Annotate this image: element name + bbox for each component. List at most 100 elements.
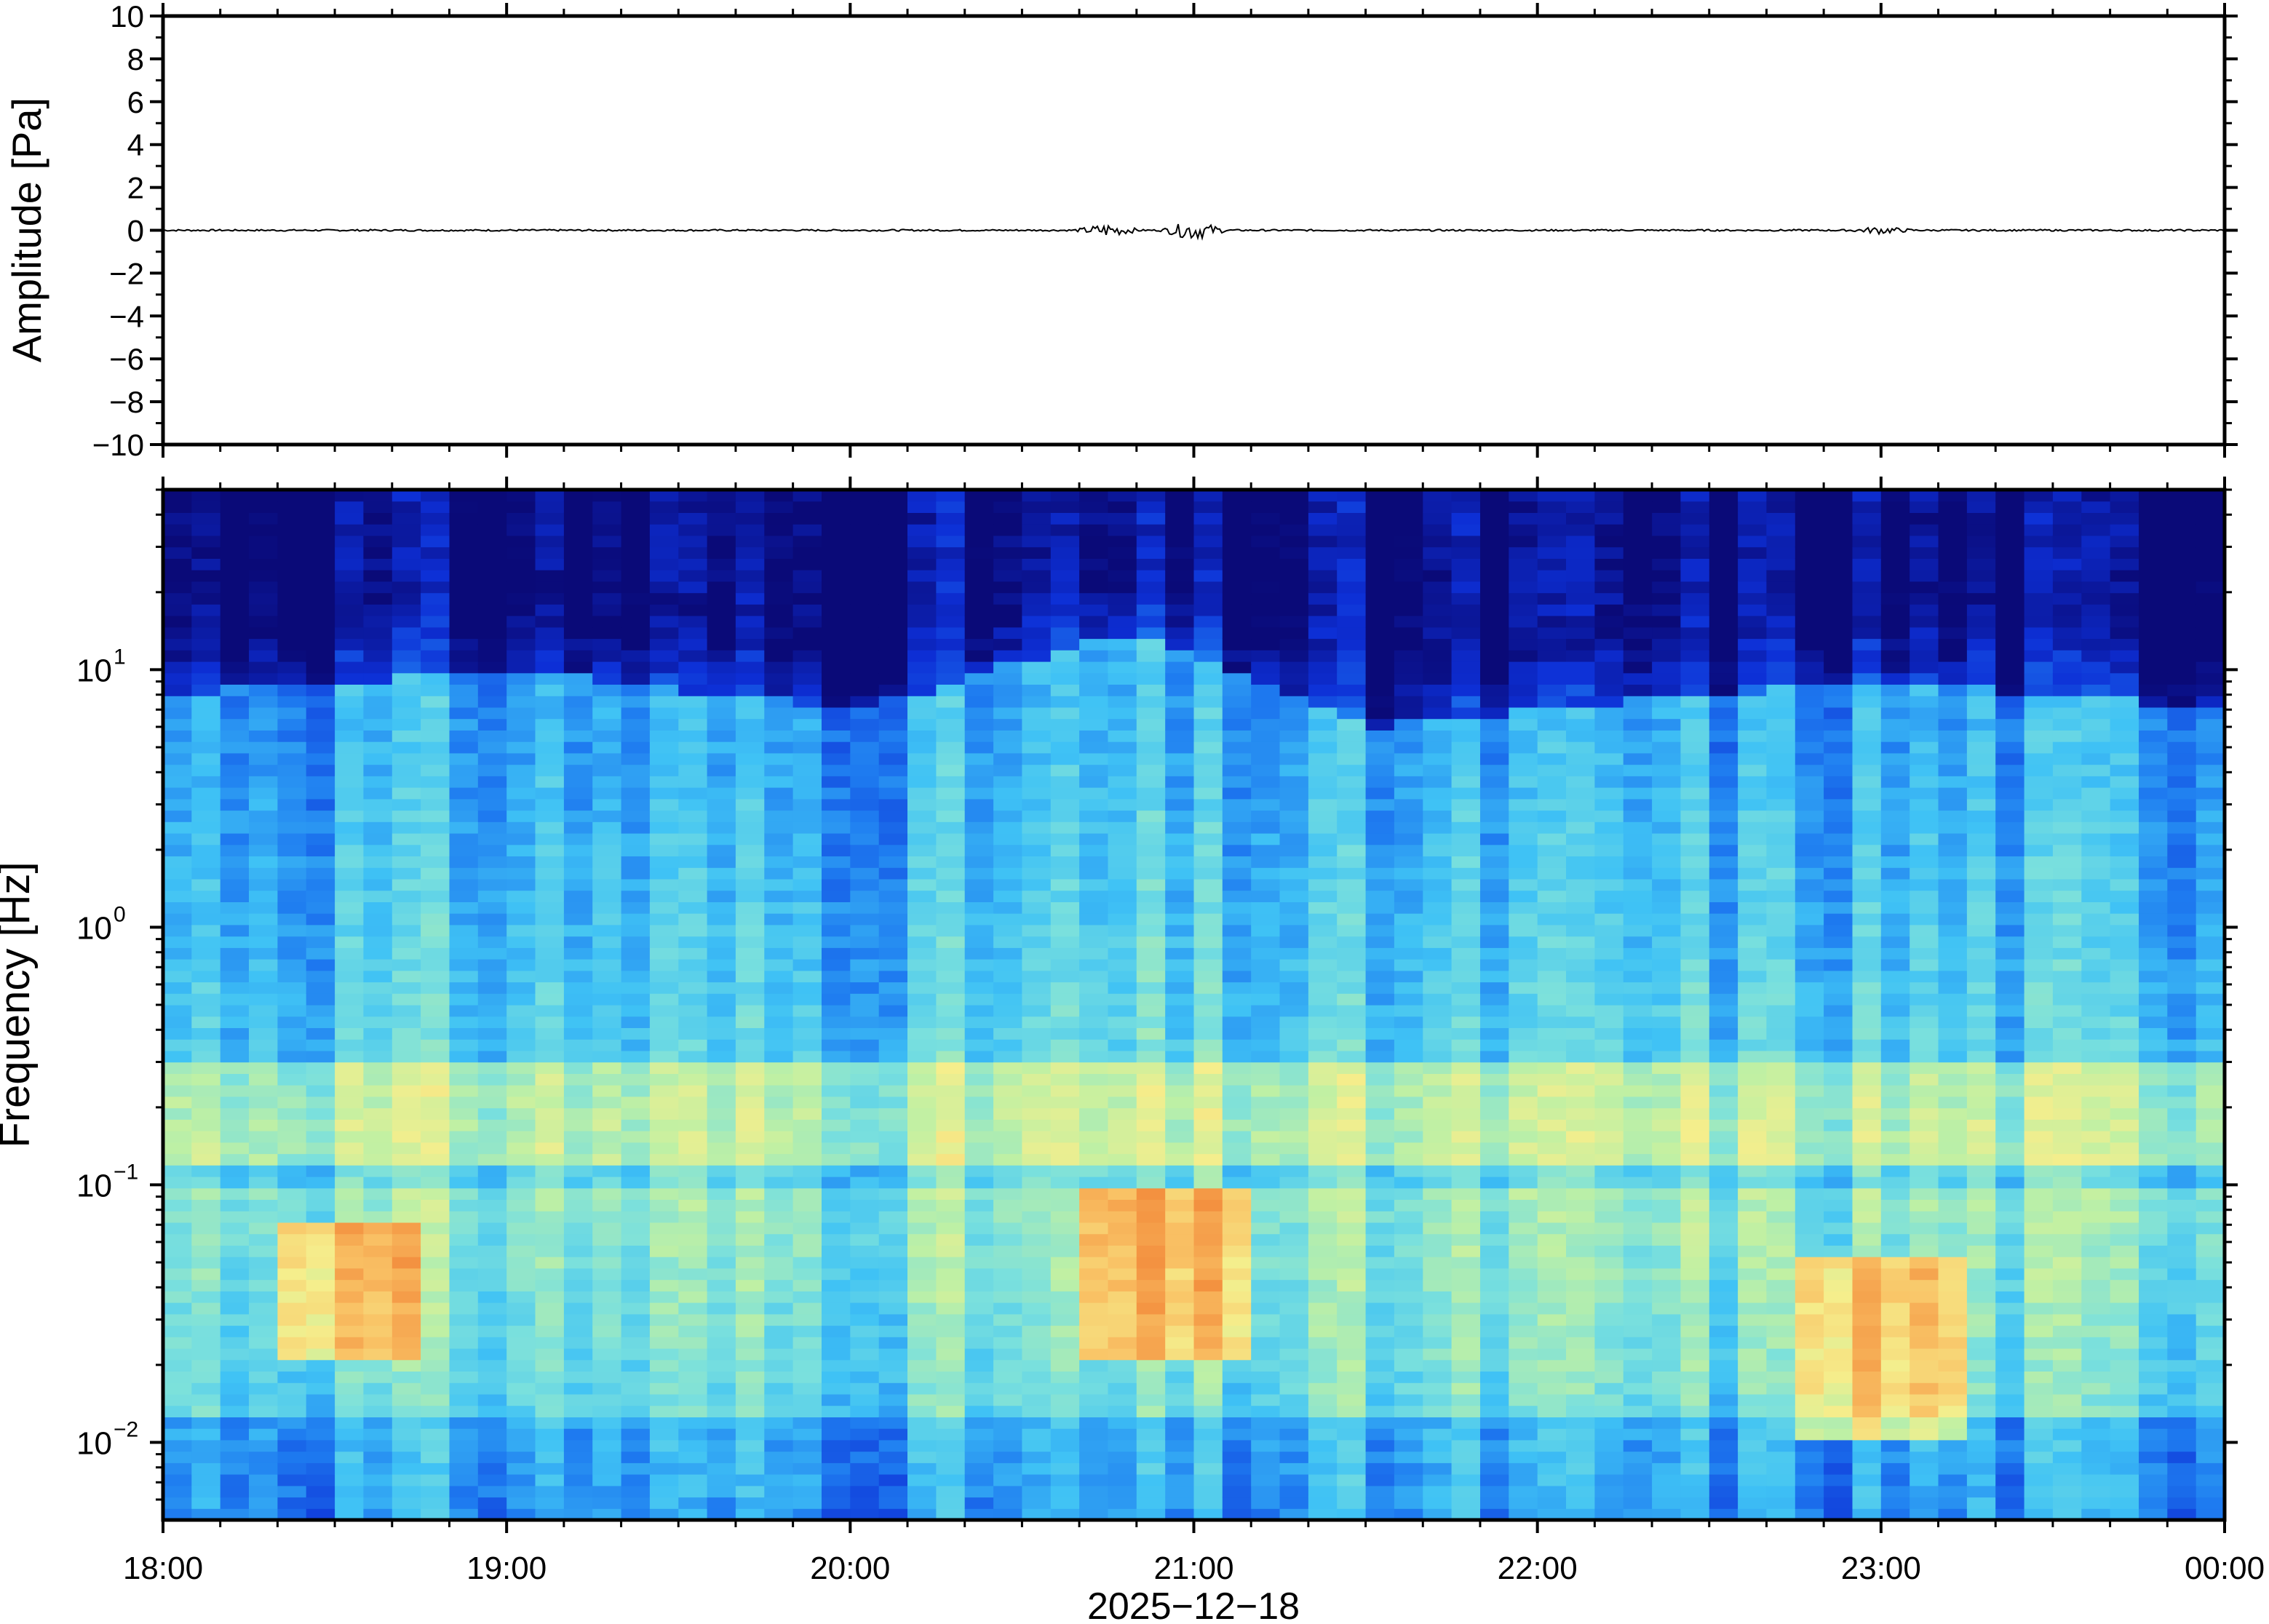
spectrogram-cell xyxy=(306,993,335,1006)
spectrogram-cell xyxy=(1308,913,1338,926)
spectrogram-cell xyxy=(822,1187,851,1200)
spectrogram-cell xyxy=(649,706,679,720)
spectrogram-cell xyxy=(249,901,278,914)
spectrogram-cell xyxy=(249,1439,278,1452)
spectrogram-cell xyxy=(1193,546,1223,559)
spectrogram-cell xyxy=(1394,1199,1423,1211)
spectrogram-cell xyxy=(1165,1474,1195,1486)
spectrogram-cell xyxy=(621,1131,651,1143)
spectrogram-cell xyxy=(993,1257,1022,1269)
spectrogram-cell xyxy=(621,844,651,856)
spectrogram-cell xyxy=(1337,1279,1367,1291)
spectrogram-cell xyxy=(1108,1485,1137,1498)
spectrogram-cell xyxy=(1680,1405,1710,1417)
spectrogram-cell xyxy=(449,1439,479,1452)
spectrogram-cell xyxy=(1136,650,1166,662)
spectrogram-cell xyxy=(506,1005,536,1017)
spectrogram-cell xyxy=(1165,787,1195,800)
spectrogram-cell xyxy=(1365,787,1395,800)
spectrogram-cell xyxy=(363,833,393,845)
spectrogram-cell xyxy=(1566,650,1595,662)
spectrogram-cell xyxy=(707,730,736,742)
spectrogram-cell xyxy=(1709,1359,1738,1372)
spectrogram-cell xyxy=(1165,650,1195,662)
spectrogram-cell xyxy=(964,810,994,822)
spectrogram-cell xyxy=(1451,1257,1481,1269)
spectrogram-cell xyxy=(163,501,192,513)
spectrogram-cell xyxy=(1337,661,1367,674)
spectrogram-cell xyxy=(1079,1005,1108,1017)
spectrogram-cell xyxy=(1709,798,1738,811)
spectrogram-cell xyxy=(678,1267,708,1281)
spectrogram-cell xyxy=(649,1267,679,1281)
spectrogram-cell xyxy=(1022,672,1052,685)
spectrogram-cell xyxy=(1365,1257,1395,1269)
spectrogram-cell xyxy=(1165,1405,1195,1417)
spectrogram-cell xyxy=(277,947,307,960)
spectrogram-cell xyxy=(907,696,937,708)
spectrogram-cell xyxy=(506,626,536,640)
spectrogram-cell xyxy=(1509,512,1538,525)
spectrogram-cell xyxy=(1394,1267,1423,1281)
spectrogram-cell xyxy=(792,558,822,570)
spectrogram-cell xyxy=(220,1348,250,1361)
spectrogram-cell xyxy=(1251,1348,1281,1361)
spectrogram-cell xyxy=(1022,947,1052,960)
spectrogram-cell xyxy=(1566,604,1595,616)
spectrogram-cell xyxy=(1480,684,1509,696)
spectrogram-cell xyxy=(936,1222,966,1235)
spectrogram-cell xyxy=(707,1313,736,1326)
spectrogram-cell xyxy=(1394,501,1423,513)
spectrogram-cell xyxy=(363,878,393,891)
spectrogram-cell xyxy=(792,810,822,822)
spectrogram-cell xyxy=(392,936,421,948)
spectrogram-cell xyxy=(735,1451,765,1463)
spectrogram-cell xyxy=(707,1257,736,1269)
spectrogram-cell xyxy=(1337,776,1367,788)
spectrogram-cell xyxy=(822,1302,851,1315)
spectrogram-cell xyxy=(1079,1233,1108,1246)
spectrogram-cell xyxy=(1136,604,1166,616)
spectrogram-cell xyxy=(363,913,393,926)
spectrogram-cell xyxy=(649,833,679,845)
spectrogram-cell xyxy=(363,1073,393,1086)
spectrogram-cell xyxy=(449,1497,479,1509)
spectrogram-cell xyxy=(335,1393,364,1406)
spectrogram-cell xyxy=(249,1119,278,1131)
spectrogram-cell xyxy=(1423,696,1453,708)
spectrogram-cell xyxy=(822,558,851,570)
spectrogram-cell xyxy=(1022,626,1052,640)
spectrogram-cell xyxy=(993,764,1022,776)
spectrogram-cell xyxy=(1136,1337,1166,1349)
spectrogram-cell xyxy=(535,810,565,822)
spectrogram-cell xyxy=(735,821,765,834)
spectrogram-cell xyxy=(907,913,937,926)
spectrogram-cell xyxy=(936,672,966,685)
spectrogram-cell xyxy=(1308,1062,1338,1074)
spectrogram-cell xyxy=(506,947,536,960)
spectrogram-cell xyxy=(1709,1142,1738,1155)
spectrogram-cell xyxy=(764,1165,794,1177)
spectrogram-cell xyxy=(249,1245,278,1257)
spectrogram-cell xyxy=(735,546,765,559)
spectrogram-cell xyxy=(1108,1302,1137,1315)
spectrogram-cell xyxy=(735,752,765,765)
spectrogram-cell xyxy=(878,1302,908,1315)
spectrogram-cell xyxy=(306,1153,335,1166)
spectrogram-cell xyxy=(735,1187,765,1200)
spectrogram-cell xyxy=(1537,810,1567,822)
spectrogram-cell xyxy=(907,512,937,525)
waveform-y-tick-label: −2 xyxy=(109,256,144,290)
spectrogram-cell xyxy=(1022,798,1052,811)
spectrogram-cell xyxy=(1652,878,1681,891)
spectrogram-cell xyxy=(850,1371,880,1383)
spectrogram-cell xyxy=(592,730,622,742)
spectrogram-cell xyxy=(822,982,851,994)
spectrogram-cell xyxy=(1652,1382,1681,1395)
spectrogram-cell xyxy=(477,1428,507,1441)
spectrogram-cell xyxy=(907,650,937,662)
spectrogram-cell xyxy=(335,1313,364,1326)
spectrogram-cell xyxy=(277,1474,307,1486)
spectrogram-cell xyxy=(563,638,593,650)
spectrogram-cell xyxy=(1680,752,1710,765)
